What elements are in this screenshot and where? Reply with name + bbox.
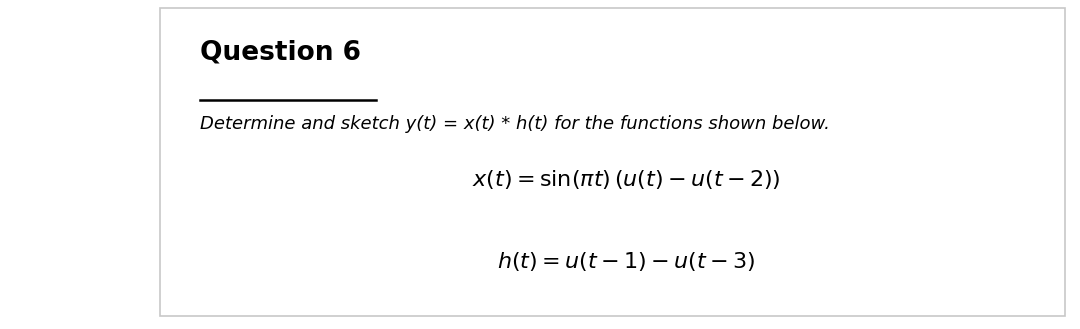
Text: Determine and sketch y(t) = x(t) * h(t) for the functions shown below.: Determine and sketch y(t) = x(t) * h(t) … bbox=[200, 115, 829, 133]
Text: $h(t) = u(t-1) - u(t-3)$: $h(t) = u(t-1) - u(t-3)$ bbox=[497, 250, 756, 273]
Text: $x(t) = \sin(\pi t)\,(u(t) - u(t-2))$: $x(t) = \sin(\pi t)\,(u(t) - u(t-2))$ bbox=[472, 168, 781, 191]
Text: Question 6: Question 6 bbox=[200, 39, 361, 65]
